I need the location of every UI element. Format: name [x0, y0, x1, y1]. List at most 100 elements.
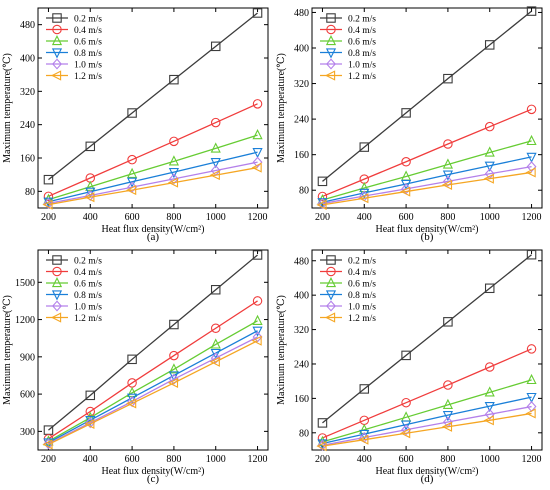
data-point: [43, 197, 54, 209]
legend-marker: [52, 266, 62, 277]
legend-label: 1.2 m/s: [74, 314, 102, 324]
y-tick-label: 160: [20, 154, 35, 165]
series-0-4-m-s: [317, 104, 537, 202]
y-tick-label: 400: [20, 54, 35, 65]
legend-label: 1.0 m/s: [348, 60, 376, 70]
legend-label: 0.2 m/s: [74, 14, 102, 24]
series-line: [322, 379, 532, 443]
y-tick-label: 80: [25, 187, 35, 198]
data-point: [84, 418, 95, 430]
data-point: [210, 117, 221, 128]
series-line: [322, 171, 532, 206]
series-line: [48, 336, 258, 445]
data-point: [85, 390, 96, 401]
y-axis-title: Maximum temperature(℃): [276, 295, 287, 405]
legend-label: 0.6 m/s: [348, 279, 376, 289]
series-line: [48, 103, 258, 197]
series-1-0-m-s: [317, 401, 537, 451]
legend-label: 0.2 m/s: [348, 14, 376, 24]
data-point: [43, 191, 54, 202]
panel-caption: (a): [147, 231, 160, 243]
y-tick-label: 400: [294, 291, 309, 302]
series-line: [322, 254, 532, 424]
data-point: [526, 152, 537, 163]
series-line: [48, 300, 258, 440]
y-tick-label: 240: [294, 359, 309, 370]
data-point: [252, 296, 263, 306]
chart-panel-4: 200 400 600 800 1000 1200 80 160 240 320 400 480 Hea…: [276, 249, 543, 485]
y-tick-label: 900: [20, 352, 35, 363]
y-tick-label: 320: [294, 79, 309, 90]
legend-label: 0.2 m/s: [74, 256, 102, 266]
data-point: [252, 314, 263, 325]
data-point: [401, 424, 412, 436]
legend-marker: [51, 34, 63, 46]
x-tick-label: 1000: [480, 212, 500, 223]
series-line: [48, 166, 258, 206]
legend-marker: [325, 276, 337, 288]
series-1-2-m-s: [316, 167, 536, 210]
data-point: [209, 356, 220, 367]
data-point: [210, 352, 221, 364]
data-point: [442, 175, 453, 187]
legend-label: 0.4 m/s: [348, 268, 376, 278]
data-point: [317, 191, 328, 202]
data-point: [358, 193, 369, 204]
x-tick-label: 600: [125, 212, 140, 223]
legend-marker: [326, 255, 336, 265]
data-point: [42, 199, 53, 210]
data-point: [85, 406, 96, 417]
legend-label: 0.8 m/s: [74, 49, 102, 59]
data-point: [252, 129, 263, 140]
series-0-6-m-s: [43, 129, 263, 204]
data-point: [401, 157, 411, 167]
y-tick-label: 480: [20, 20, 35, 31]
x-tick-label: 400: [357, 454, 372, 465]
data-point: [317, 439, 328, 451]
data-point: [484, 40, 495, 50]
plot-frame: [37, 249, 269, 451]
data-point: [443, 73, 453, 84]
data-point: [168, 168, 179, 179]
data-point: [167, 377, 179, 389]
y-tick-label: 240: [294, 115, 309, 126]
data-point: [483, 415, 494, 426]
x-tick-label: 800: [440, 212, 455, 223]
plot-frame: [311, 7, 543, 209]
data-point: [483, 173, 494, 184]
chart-panel-2: 200 400 600 800 1000 1200 80 160 240 320 400 480 Hea…: [276, 6, 543, 243]
legend-marker: [324, 312, 336, 323]
data-point: [85, 141, 96, 152]
data-point: [484, 161, 495, 172]
chart-panel-1: 200 400 600 800 1000 1200 80 160 240 320 400 480 Hea…: [2, 7, 269, 243]
data-point: [317, 193, 328, 205]
series-line: [322, 10, 532, 182]
legend-marker: [326, 24, 336, 35]
data-point: [210, 142, 221, 153]
series-line: [322, 156, 532, 203]
legend-marker: [324, 70, 336, 81]
data-point: [526, 249, 537, 260]
legend-label: 1.2 m/s: [348, 72, 376, 82]
legend-marker: [52, 300, 62, 312]
data-point: [484, 121, 495, 132]
legend-marker: [326, 300, 336, 312]
legend-label: 1.0 m/s: [74, 60, 102, 70]
data-point: [43, 438, 54, 450]
x-axis-title: Heat flux density(W/cm²): [376, 224, 479, 235]
x-tick-label: 1200: [248, 454, 268, 465]
data-point: [401, 420, 412, 431]
series-line: [48, 254, 258, 431]
data-point: [42, 439, 53, 450]
data-point: [317, 198, 328, 210]
data-point: [484, 283, 495, 294]
panel-caption: (c): [147, 473, 160, 485]
data-point: [401, 108, 411, 118]
data-point: [252, 326, 263, 337]
legend-marker: [50, 70, 62, 81]
x-tick-label: 600: [399, 454, 414, 465]
data-point: [484, 408, 495, 420]
data-point: [169, 319, 179, 330]
data-point: [168, 173, 179, 185]
x-tick-label: 400: [83, 454, 98, 465]
